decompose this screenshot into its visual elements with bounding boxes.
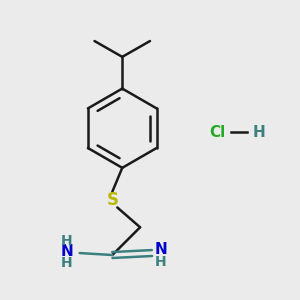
Text: Cl: Cl: [209, 125, 226, 140]
Text: H: H: [61, 234, 73, 248]
Text: H: H: [155, 255, 166, 269]
Text: S: S: [106, 190, 119, 208]
Text: N: N: [61, 244, 74, 259]
Text: H: H: [253, 125, 266, 140]
Text: H: H: [61, 256, 73, 270]
Text: N: N: [155, 242, 168, 256]
